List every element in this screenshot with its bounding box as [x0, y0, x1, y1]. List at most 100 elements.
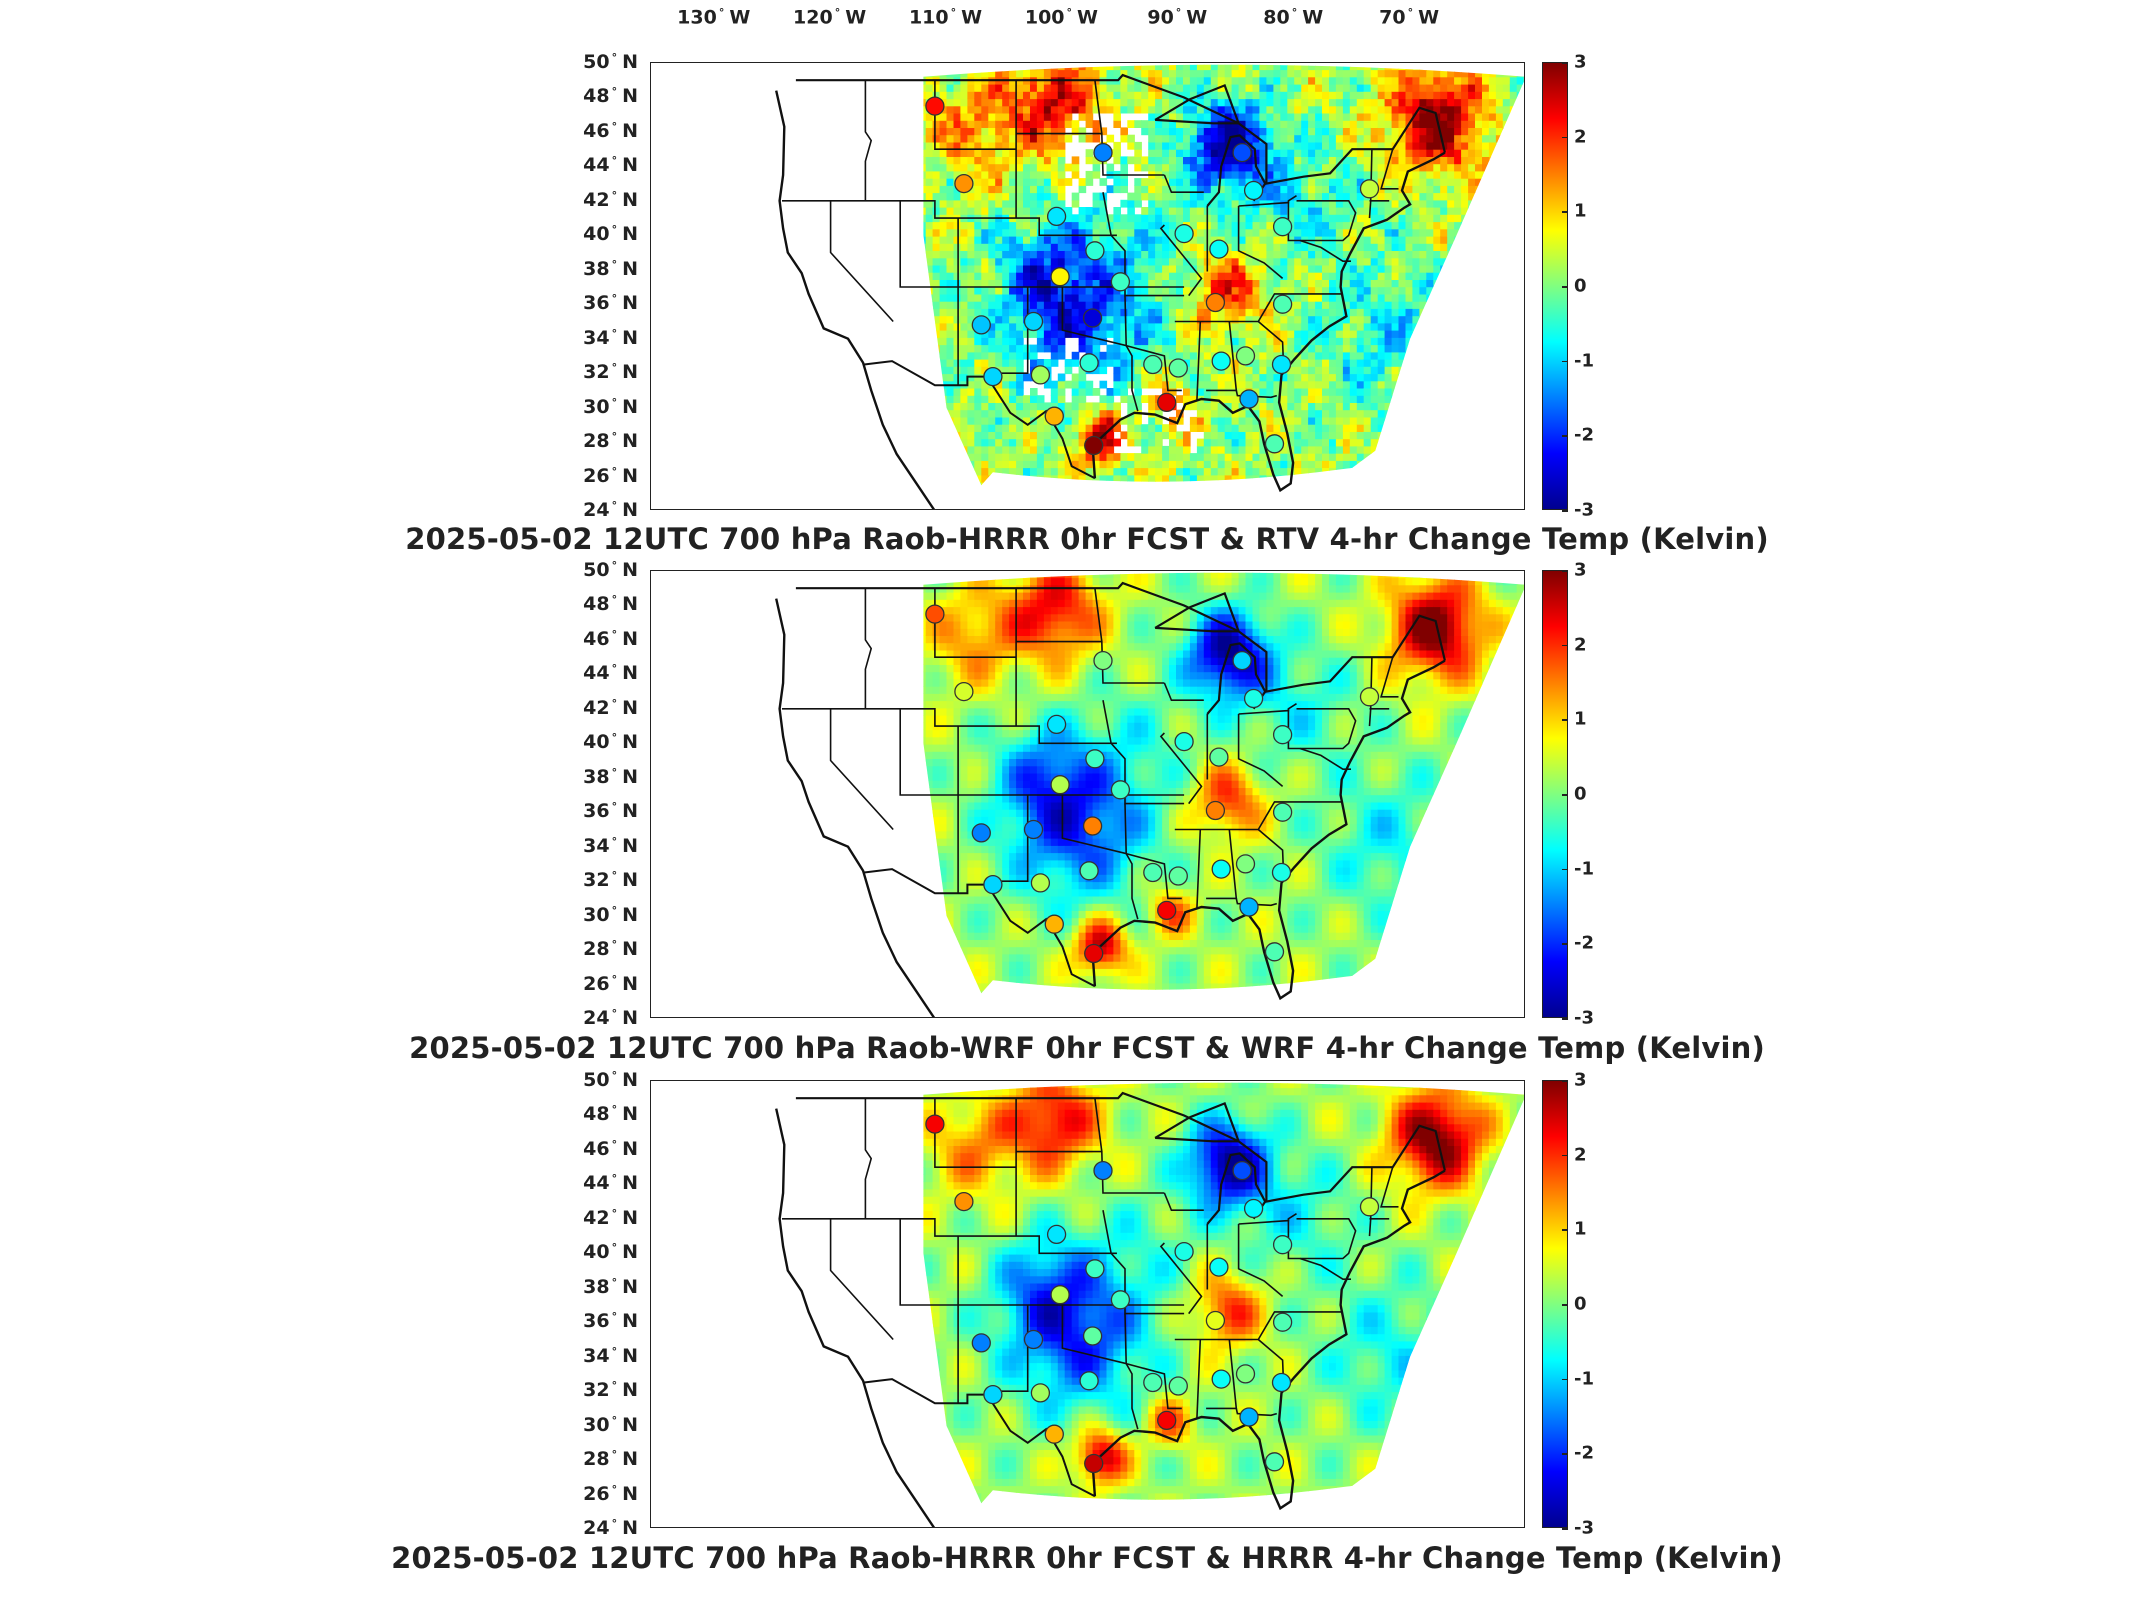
raob-station-marker[interactable]	[925, 96, 945, 116]
raob-station-marker[interactable]	[1359, 179, 1380, 199]
canada-border	[795, 581, 1446, 693]
raob-station-marker[interactable]	[1243, 688, 1264, 709]
raob-stations	[925, 1114, 1380, 1474]
raob-station-marker[interactable]	[983, 874, 1003, 895]
raob-station-marker[interactable]	[1143, 354, 1163, 375]
raob-station-marker[interactable]	[1044, 406, 1064, 426]
raob-station-marker[interactable]	[1084, 435, 1104, 456]
raob-station-marker[interactable]	[1085, 1259, 1105, 1279]
raob-station-marker[interactable]	[983, 1384, 1003, 1405]
raob-station-marker[interactable]	[1239, 1407, 1259, 1427]
raob-station-marker[interactable]	[1085, 749, 1105, 769]
raob-station-marker[interactable]	[1046, 714, 1067, 735]
raob-station-marker[interactable]	[1093, 142, 1113, 163]
state-line	[1163, 174, 1204, 193]
raob-station-marker[interactable]	[1205, 800, 1226, 821]
raob-station-marker[interactable]	[1232, 650, 1252, 671]
raob-station-marker[interactable]	[1084, 943, 1104, 964]
raob-station-marker[interactable]	[1235, 346, 1256, 366]
raob-station-marker[interactable]	[1093, 650, 1113, 671]
raob-station-marker[interactable]	[1023, 311, 1044, 332]
raob-station-marker[interactable]	[971, 823, 991, 843]
raob-station-marker[interactable]	[1272, 725, 1293, 745]
raob-station-marker[interactable]	[1239, 389, 1259, 409]
raob-station-marker[interactable]	[954, 1191, 974, 1212]
raob-station-marker[interactable]	[1143, 862, 1163, 883]
raob-station-marker[interactable]	[1157, 392, 1177, 413]
raob-station-marker[interactable]	[1046, 206, 1067, 227]
raob-station-marker[interactable]	[1174, 1241, 1194, 1262]
raob-station-marker[interactable]	[983, 366, 1003, 387]
raob-station-marker[interactable]	[1023, 819, 1044, 840]
raob-station-marker[interactable]	[1271, 862, 1292, 883]
raob-station-marker[interactable]	[1264, 942, 1285, 962]
raob-station-marker[interactable]	[1243, 1198, 1264, 1219]
raob-station-marker[interactable]	[1023, 1329, 1044, 1350]
raob-station-marker[interactable]	[1205, 1310, 1226, 1331]
raob-station-marker[interactable]	[925, 1114, 945, 1134]
raob-station-marker[interactable]	[1157, 1410, 1177, 1431]
raob-station-marker[interactable]	[1082, 1326, 1103, 1346]
raob-station-marker[interactable]	[1079, 353, 1099, 373]
raob-station-marker[interactable]	[1235, 854, 1256, 874]
lat-tick-label: 32 ° N	[583, 360, 638, 384]
raob-station-marker[interactable]	[1209, 1257, 1229, 1277]
raob-station-marker[interactable]	[1211, 351, 1231, 371]
raob-station-marker[interactable]	[1359, 1197, 1380, 1217]
raob-station-marker[interactable]	[1143, 1372, 1163, 1393]
raob-station-marker[interactable]	[1050, 1285, 1070, 1305]
raob-station-marker[interactable]	[1264, 434, 1285, 454]
raob-station-marker[interactable]	[1243, 180, 1264, 201]
raob-station-marker[interactable]	[1050, 267, 1070, 287]
raob-station-marker[interactable]	[954, 173, 974, 194]
raob-station-marker[interactable]	[1205, 292, 1226, 313]
raob-station-marker[interactable]	[1168, 1376, 1188, 1396]
raob-station-marker[interactable]	[1082, 816, 1103, 836]
colorbar-tick-mark	[1562, 719, 1568, 721]
raob-station-marker[interactable]	[1079, 1371, 1099, 1391]
raob-station-marker[interactable]	[1085, 241, 1105, 261]
raob-station-marker[interactable]	[1239, 897, 1259, 917]
canada-border	[795, 1091, 1446, 1203]
raob-station-marker[interactable]	[1272, 802, 1293, 822]
raob-station-marker[interactable]	[1232, 1160, 1252, 1181]
raob-station-marker[interactable]	[1209, 239, 1229, 259]
raob-station-marker[interactable]	[1110, 1290, 1131, 1310]
raob-station-marker[interactable]	[971, 315, 991, 335]
raob-station-marker[interactable]	[1272, 294, 1293, 314]
raob-station-marker[interactable]	[1046, 1224, 1067, 1245]
raob-station-marker[interactable]	[1079, 861, 1099, 881]
raob-station-marker[interactable]	[1044, 1424, 1064, 1444]
raob-station-marker[interactable]	[1050, 775, 1070, 795]
raob-station-marker[interactable]	[1093, 1160, 1113, 1181]
raob-station-marker[interactable]	[1235, 1364, 1256, 1384]
raob-station-marker[interactable]	[1030, 1383, 1051, 1403]
state-line	[782, 708, 1117, 745]
raob-station-marker[interactable]	[1174, 223, 1194, 244]
raob-station-marker[interactable]	[1157, 900, 1177, 921]
raob-station-marker[interactable]	[925, 604, 945, 624]
raob-station-marker[interactable]	[1030, 365, 1051, 385]
raob-station-marker[interactable]	[1264, 1452, 1285, 1472]
raob-station-marker[interactable]	[1168, 358, 1188, 378]
raob-station-marker[interactable]	[1030, 873, 1051, 893]
raob-station-marker[interactable]	[1174, 731, 1194, 752]
raob-station-marker[interactable]	[1272, 1312, 1293, 1332]
raob-station-marker[interactable]	[954, 681, 974, 702]
raob-station-marker[interactable]	[1110, 780, 1131, 800]
raob-station-marker[interactable]	[1084, 1453, 1104, 1474]
raob-station-marker[interactable]	[1211, 1369, 1231, 1389]
raob-station-marker[interactable]	[1359, 687, 1380, 707]
raob-station-marker[interactable]	[1272, 217, 1293, 237]
raob-station-marker[interactable]	[1232, 142, 1252, 163]
raob-station-marker[interactable]	[971, 1333, 991, 1353]
raob-station-marker[interactable]	[1168, 866, 1188, 886]
raob-station-marker[interactable]	[1272, 1235, 1293, 1255]
raob-station-marker[interactable]	[1082, 308, 1103, 328]
raob-station-marker[interactable]	[1211, 859, 1231, 879]
raob-station-marker[interactable]	[1271, 354, 1292, 375]
raob-station-marker[interactable]	[1271, 1372, 1292, 1393]
raob-station-marker[interactable]	[1209, 747, 1229, 767]
raob-station-marker[interactable]	[1110, 272, 1131, 292]
raob-station-marker[interactable]	[1044, 914, 1064, 934]
